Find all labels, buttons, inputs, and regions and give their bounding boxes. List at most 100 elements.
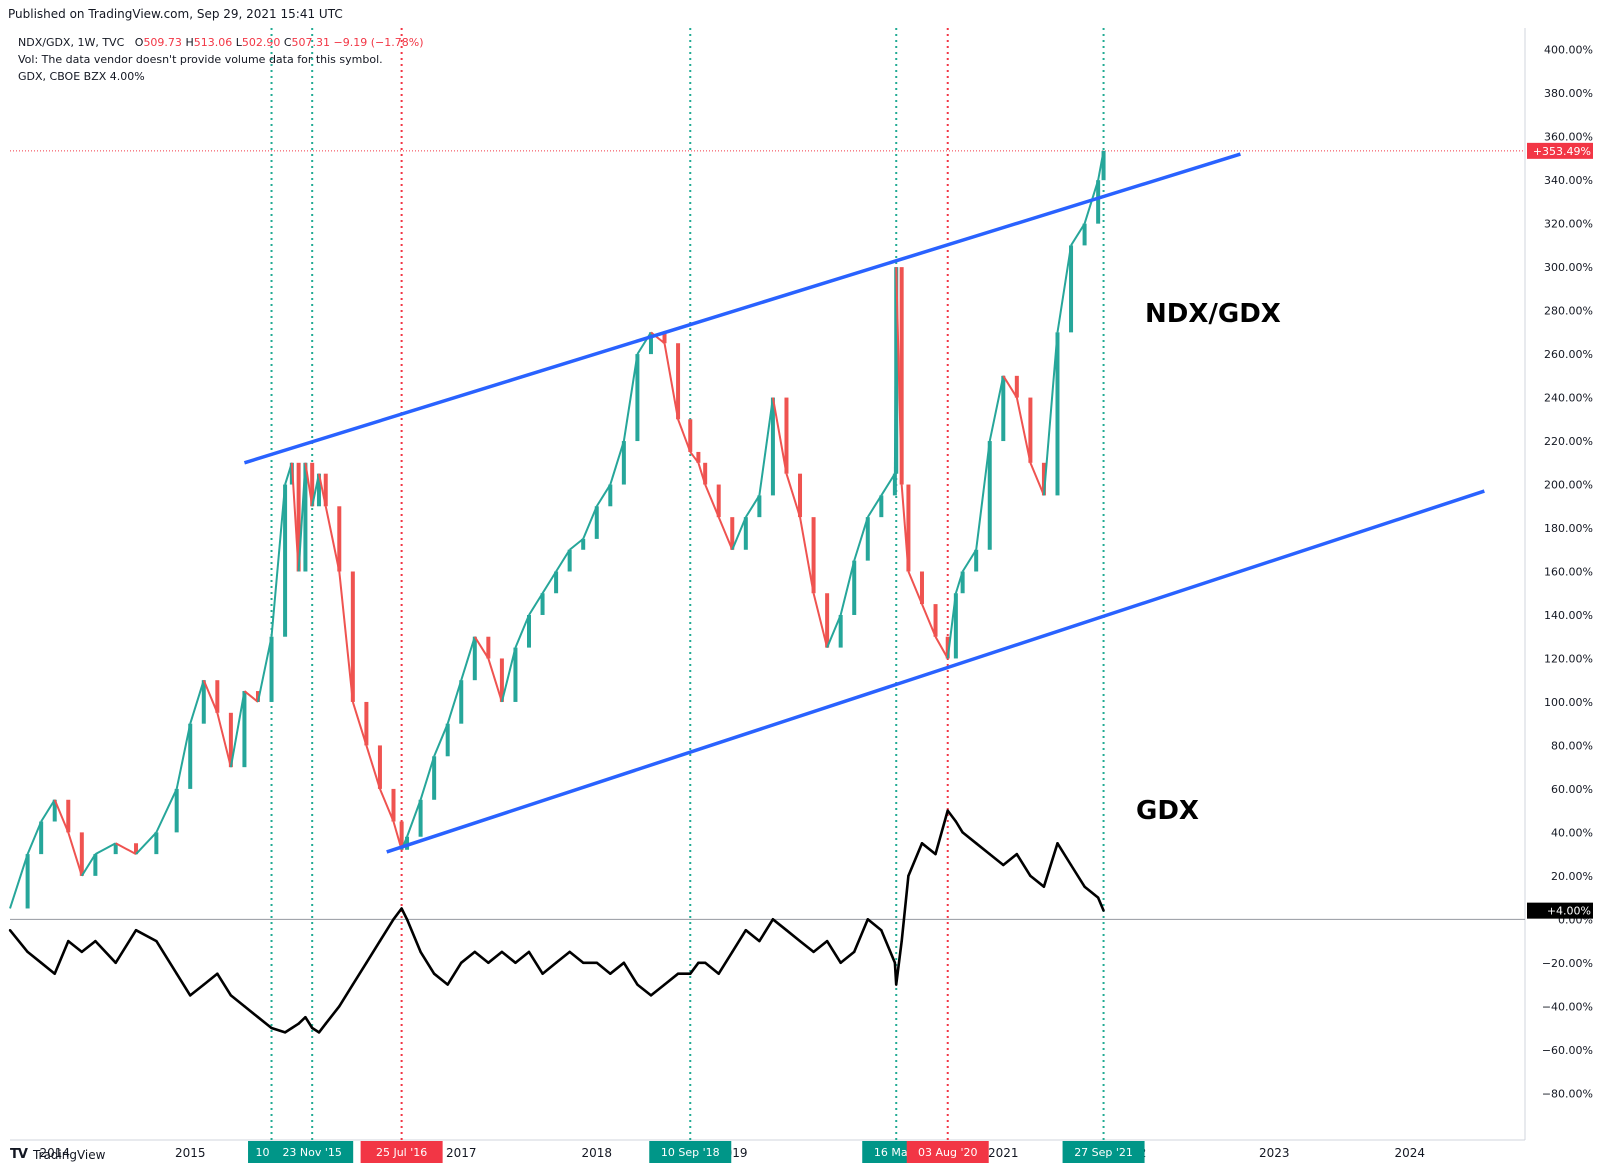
ndx-gdx-candle-38 [499,658,504,702]
ndx-gdx-candle-1 [25,854,30,909]
ndx-gdx-candle-80 [1014,375,1019,398]
gdx-point-45 [595,961,598,965]
ndx-gdx-candle-81 [1028,397,1033,463]
series-gdx [8,809,1105,1034]
ndx-gdx-candle-5 [79,832,84,876]
legend-compare-row: GDX, CBOE BZX 4.00% [18,68,424,85]
trendline-upper [243,152,1241,465]
gdx-point-40 [527,950,531,954]
ndx-gdx-candle-55 [716,484,721,518]
y-tick-label-8: 240.00% [1544,392,1593,405]
gdx-point-33 [432,972,436,975]
gdx-point-17 [270,1026,273,1030]
legend-compare-value: 4.00% [109,70,145,83]
ndx-gdx-candle-12 [201,680,206,724]
gdx-point-80 [1015,852,1019,856]
y-axis[interactable]: 400.00% 380.00% 360.00% 340.00% 320.00% 300.0… [1542,44,1593,1101]
y-tick-label-13: 140.00% [1544,609,1593,622]
ndx-gdx-candle-24 [323,473,328,507]
ndx-gdx-segment-73 [921,603,937,638]
gdx-point-57 [744,929,748,932]
gdx-point-78 [988,852,991,856]
ndx-gdx-segment-81 [1015,397,1032,464]
ndx-gdx-candle-86 [1096,180,1101,224]
ndx-gdx-segment-57 [731,516,747,551]
ndx-gdx-segment-78 [975,440,991,550]
ndx-gdx-segment-42 [541,570,557,594]
y-tick-label-3: 340.00% [1544,174,1593,187]
x-tick-label-7: 2023 [1259,1146,1290,1160]
ndx-gdx-candle-4 [66,799,71,833]
gdx-point-53 [697,961,700,965]
y-tick-label-18: 40.00% [1551,826,1593,839]
legend-symbol[interactable]: NDX/GDX, 1W, TVC [18,36,125,49]
y-tick-label-7: 260.00% [1544,348,1593,361]
ndx-gdx-candle-75 [953,593,958,659]
ndx-gdx-candle-6 [93,854,98,876]
ndx-gdx-candle-39 [513,647,518,702]
ndx-gdx-candle-61 [798,473,803,518]
legend-close-value: 507.31 [291,36,331,49]
ndx-gdx-segment-26 [338,571,354,703]
annotation-ndx-gdx[interactable]: NDX/GDX [1145,299,1281,329]
ndx-gdx-segment-74 [934,636,949,659]
legend-high-value: 513.06 [193,36,233,49]
ndx-gdx-candle-26 [350,571,355,702]
gdx-point-73 [934,852,937,856]
footer-brand[interactable]: TradingView [32,1147,106,1162]
legend-compare-symbol[interactable]: GDX, CBOE BZX [18,70,107,83]
date-badge-label-1: 23 Nov '15 [282,1146,341,1159]
gdx-point-58 [758,939,761,943]
ndx-gdx-segment-59 [758,397,774,496]
ndx-gdx-candle-47 [621,441,626,485]
ndx-gdx-segment-79 [988,375,1005,442]
gdx-badge: +4.00% [1547,905,1591,918]
gdx-line [8,809,1105,1034]
gdx-point-46 [609,972,612,975]
y-tick-label-15: 100.00% [1544,696,1593,709]
gdx-point-23 [317,1031,321,1034]
footer: TV TradingView [10,1147,105,1162]
tradingview-logo-icon[interactable]: TV [10,1147,28,1162]
trendlines[interactable] [243,152,1485,854]
gdx-point-56 [731,950,734,954]
annotation-gdx[interactable]: GDX [1136,796,1199,826]
ndx-gdx-segment-40 [514,614,530,648]
gdx-point-60 [785,929,788,932]
gdx-point-63 [825,939,829,943]
ndx-gdx-candle-22 [310,462,315,507]
x-tick-label-1: 2015 [175,1146,206,1160]
y-tick-label-6: 280.00% [1544,305,1593,318]
ndx-gdx-candle-79 [1001,375,1006,442]
ndx-gdx-candle-82 [1041,462,1046,496]
ndx-gdx-candle-11 [188,723,193,789]
ndx-gdx-candle-17 [269,636,274,702]
gdx-point-25 [338,1005,341,1008]
y-tick-label-10: 200.00% [1544,479,1593,492]
ndx-gdx-candle-68 [892,473,897,496]
gdx-point-82 [1042,885,1046,888]
ndx-gdx-candle-23 [316,473,321,507]
gdx-point-66 [866,918,869,921]
gdx-point-20 [297,1022,300,1025]
gdx-point-71 [907,874,910,878]
ndx-gdx-candle-10 [174,788,179,833]
gdx-point-64 [839,961,842,965]
ndx-gdx-candle-63 [825,593,830,648]
gdx-point-52 [689,972,692,975]
ndx-gdx-candle-3 [52,799,57,822]
ndx-gdx-segment-29 [379,788,395,822]
ndx-gdx-segment-77 [961,549,978,573]
date-badge-label-6: 27 Sep '21 [1074,1146,1133,1159]
gdx-point-19 [290,1026,294,1030]
x-axis[interactable]: 201420152017201820192021222023202410 Au2… [39,1141,1425,1163]
ndx-gdx-candle-64 [838,614,843,648]
ndx-gdx-candle-14 [228,712,233,768]
gdx-point-16 [256,1015,260,1019]
ndx-gdx-segment-63 [812,592,829,648]
ndx-gdx-candle-31 [405,836,410,850]
gdx-point-50 [663,983,666,986]
ndx-gdx-candle-8 [134,843,139,855]
ndx-gdx-segment-56 [717,516,734,551]
